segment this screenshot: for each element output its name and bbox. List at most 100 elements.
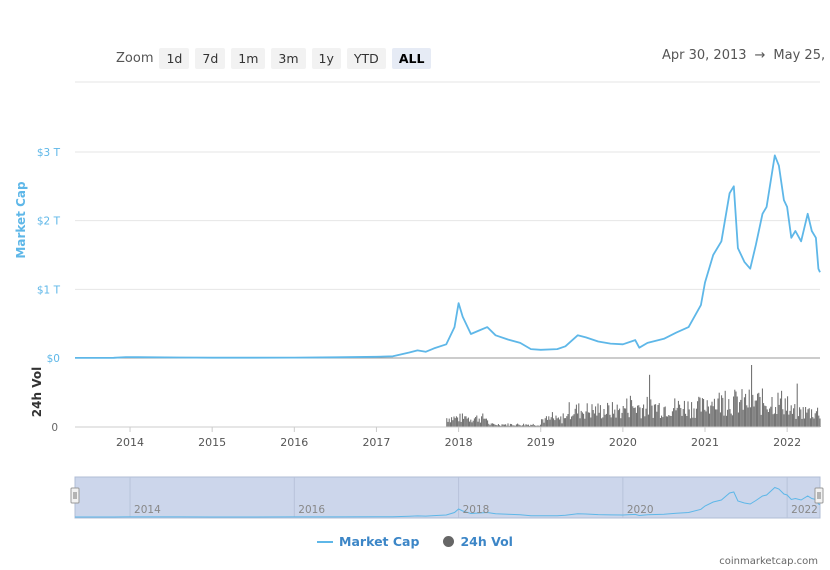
volume-bar <box>785 410 787 427</box>
volume-bar <box>607 402 609 427</box>
volume-bar <box>770 406 772 427</box>
volume-bar <box>447 421 449 427</box>
volume-bar <box>743 397 745 427</box>
volume-bar <box>538 425 540 427</box>
zoom-1y-button[interactable]: 1y <box>311 47 341 69</box>
dot-swatch-icon <box>443 536 455 547</box>
volume-bar <box>574 408 576 427</box>
volume-bar <box>663 407 665 427</box>
zoom-all-button[interactable]: ALL <box>391 47 432 69</box>
volume-bar <box>650 399 652 427</box>
legend-market-cap[interactable]: Market Cap <box>317 534 419 549</box>
volume-bar <box>757 393 759 427</box>
volume-bar <box>488 423 490 427</box>
volume-bar <box>548 416 550 427</box>
volume-bar <box>515 424 517 427</box>
volume-bar <box>653 404 655 427</box>
volume-bar <box>730 413 732 427</box>
volume-bar <box>704 409 706 427</box>
volume-bar <box>631 400 633 427</box>
x-tick-label: 2019 <box>527 436 555 449</box>
volume-bar <box>659 418 661 427</box>
volume-bar <box>597 403 599 427</box>
volume-bar <box>682 409 684 427</box>
volume-bar <box>746 405 748 427</box>
navigator-tick-labels: 2014 2016 2018 2020 2022 <box>134 504 818 516</box>
volume-bar <box>484 418 486 427</box>
zoom-1m-button[interactable]: 1m <box>231 47 266 69</box>
volume-bar <box>533 425 535 427</box>
volume-bar <box>568 402 570 427</box>
volume-bar <box>571 416 573 427</box>
navigator[interactable]: 2014 2016 2018 2020 2022 <box>70 476 824 519</box>
legend-volume-label: 24h Vol <box>460 534 513 549</box>
volume-bar <box>662 417 664 427</box>
volume-bar <box>691 402 693 427</box>
volume-bar <box>523 423 525 427</box>
zoom-1d-button[interactable]: 1d <box>159 47 190 69</box>
volume-bar <box>467 417 469 427</box>
navigator-left-handle[interactable] <box>70 487 80 504</box>
volume-bar <box>465 416 467 427</box>
volume-bar <box>506 425 508 427</box>
volume-bar <box>715 409 717 427</box>
volume-bar <box>572 415 574 427</box>
volume-bar <box>799 407 801 427</box>
volume-bar <box>619 408 621 427</box>
market-cap-chart: $0 $1 T $2 T $3 T Market Cap 24h Vol 0 2014… <box>14 81 824 519</box>
legend-volume[interactable]: 24h Vol <box>443 534 513 549</box>
volume-bar <box>783 414 785 427</box>
volume-bar <box>585 411 587 427</box>
volume-bar <box>545 416 547 427</box>
zoom-7d-button[interactable]: 7d <box>195 47 226 69</box>
volume-bar <box>734 389 736 427</box>
volume-bar <box>641 408 643 427</box>
zoom-ytd-button[interactable]: YTD <box>346 47 386 69</box>
volume-bar <box>537 425 539 427</box>
navigator-right-handle[interactable] <box>814 487 824 504</box>
volume-bar <box>639 407 641 427</box>
date-range: Apr 30, 2013 → May 25, 2 <box>662 48 830 63</box>
volume-bar <box>541 419 543 427</box>
volume-bar <box>763 403 765 427</box>
volume-bar <box>469 421 471 427</box>
volume-bar <box>560 416 562 427</box>
volume-bar <box>778 404 780 427</box>
volume-bar <box>671 411 673 427</box>
range-to-input[interactable]: May 25, 2 <box>773 48 830 63</box>
range-from-input[interactable]: Apr 30, 2013 <box>662 48 747 63</box>
volume-bar <box>790 405 792 427</box>
volume-bar <box>733 396 735 427</box>
volume-bar <box>563 418 565 427</box>
volume-bar <box>701 398 703 427</box>
volume-bar <box>479 422 481 427</box>
volume-bar <box>472 420 474 427</box>
volume-bar <box>459 413 461 427</box>
volume-bar <box>809 418 811 427</box>
volume-bar <box>634 407 636 427</box>
volume-bar <box>457 417 459 427</box>
volume-bar <box>677 400 679 427</box>
volume-bar <box>645 408 647 427</box>
volume-bar <box>565 418 567 427</box>
volume-bar <box>483 418 485 427</box>
navigator-tick-label: 2018 <box>463 504 490 516</box>
volume-bar <box>544 418 546 427</box>
volume-bar <box>811 409 813 427</box>
volume-bar <box>509 423 511 427</box>
volume-bar <box>692 417 694 427</box>
volume-bar <box>673 408 675 427</box>
y-tick-label: $1 T <box>37 284 61 296</box>
volume-bar <box>518 424 520 427</box>
credit-text: coinmarketcap.com <box>719 556 818 567</box>
volume-bar <box>490 423 492 427</box>
y-tick-labels: $0 $1 T $2 T $3 T <box>37 147 61 365</box>
volume-bar <box>731 415 733 427</box>
volume-bar <box>478 418 480 427</box>
zoom-3m-button[interactable]: 3m <box>271 47 306 69</box>
volume-bar <box>669 415 671 427</box>
volume-bar <box>742 409 744 427</box>
volume-bar <box>526 424 528 427</box>
volume-bar <box>587 412 589 427</box>
volume-bar <box>643 404 645 427</box>
